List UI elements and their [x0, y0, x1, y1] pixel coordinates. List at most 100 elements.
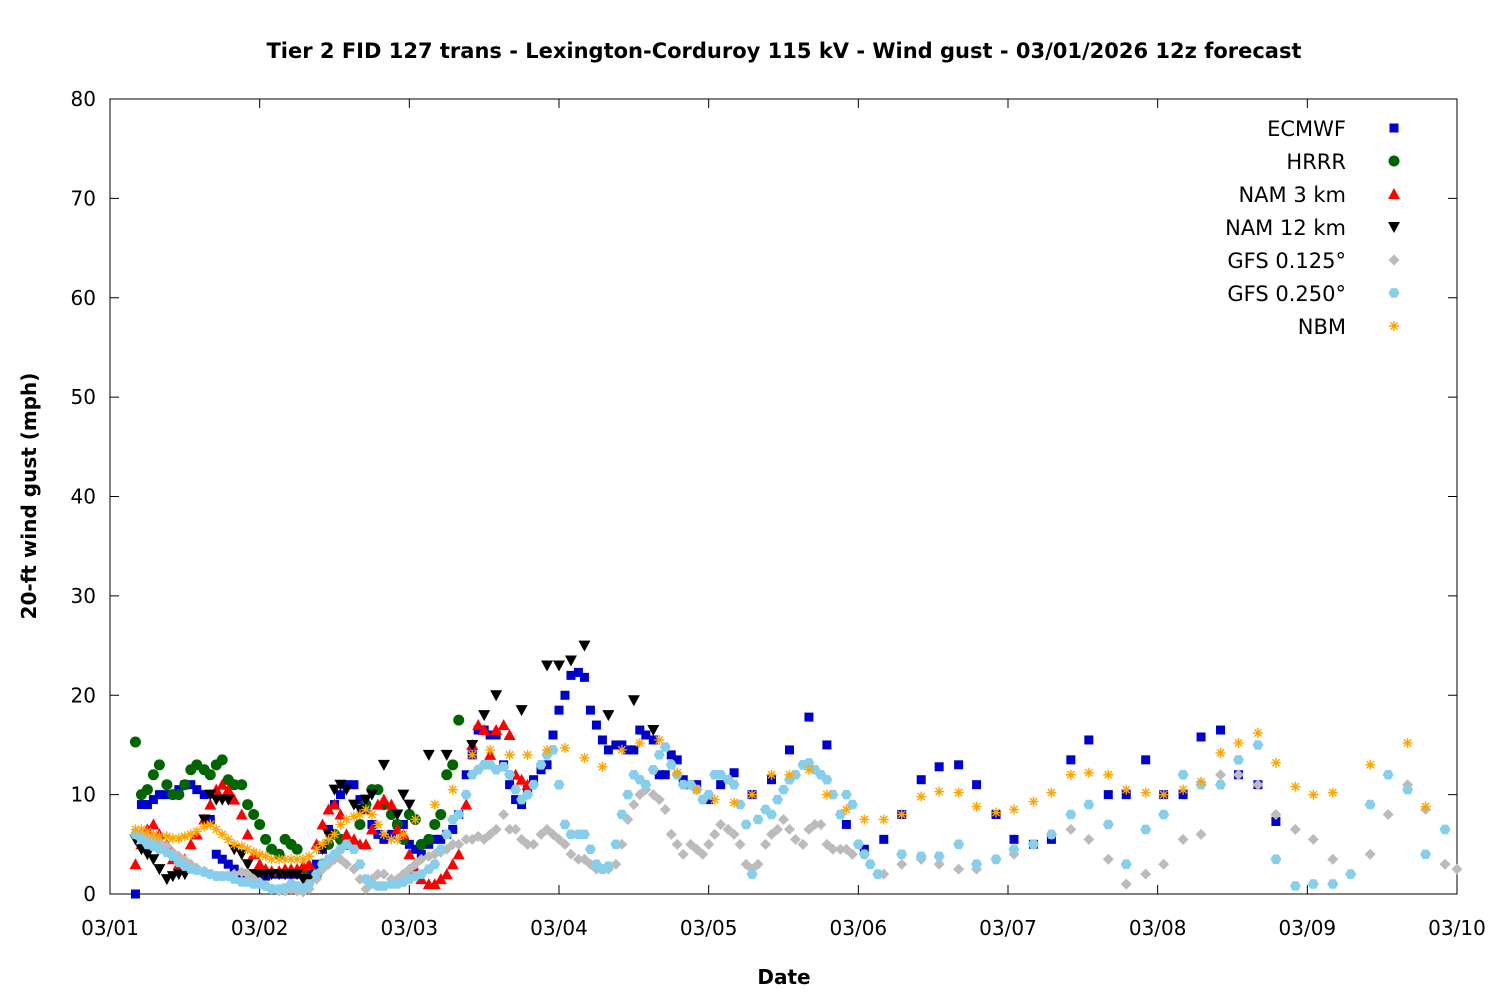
y-axis-title: 20-ft wind gust (mph): [17, 373, 41, 620]
series-gfs-0-250: [129, 740, 1451, 894]
data-point-nbm: [672, 767, 683, 778]
data-point-nam-12-km: [466, 739, 479, 751]
data-point-nbm: [248, 847, 259, 858]
data-point-gfs-0-250: [778, 784, 789, 795]
data-point-hrrr: [242, 799, 254, 811]
data-point-ecmwf: [1141, 755, 1151, 765]
data-point-gfs-0-125: [789, 833, 801, 845]
data-point-ecmwf: [560, 690, 570, 700]
y-tick-label: 10: [71, 783, 96, 807]
data-point-nam-3-km: [365, 823, 378, 835]
data-point-nbm: [274, 854, 285, 865]
data-point-nam-12-km: [397, 789, 410, 801]
legend-marker-hrrr: [1388, 155, 1400, 167]
legend-marker-ecmwf: [1389, 123, 1399, 133]
data-point-ecmwf: [192, 785, 202, 795]
data-point-ecmwf: [554, 705, 564, 715]
data-point-nam-12-km: [478, 710, 491, 722]
data-point-hrrr: [141, 784, 153, 796]
series-nam-12-km: [129, 640, 660, 886]
data-point-hrrr: [248, 809, 260, 820]
data-point-nam-3-km: [316, 818, 329, 830]
data-point-gfs-0-125: [653, 794, 665, 806]
data-point-hrrr: [153, 759, 165, 771]
data-point-nbm: [1008, 804, 1019, 815]
data-point-gfs-0-250: [990, 854, 1002, 864]
data-point-gfs-0-125: [715, 818, 727, 830]
data-point-nam-3-km: [228, 793, 241, 805]
data-point-nbm: [1028, 796, 1039, 807]
data-point-nam-3-km: [371, 798, 384, 810]
data-point-gfs-0-125: [772, 823, 784, 835]
data-point-ecmwf: [672, 755, 682, 765]
data-point-ecmwf: [461, 770, 471, 780]
data-point-nam-3-km: [216, 778, 229, 790]
data-point-gfs-0-250: [746, 869, 758, 879]
data-point-nam-3-km: [204, 798, 217, 810]
data-point-ecmwf: [485, 730, 495, 740]
data-point-gfs-0-125: [565, 848, 577, 860]
y-tick-label: 0: [83, 882, 96, 906]
data-point-nam-12-km: [647, 725, 660, 737]
data-point-nbm: [579, 752, 590, 763]
data-point-ecmwf: [1084, 735, 1094, 745]
data-point-hrrr: [447, 759, 459, 771]
data-point-gfs-0-250: [341, 839, 352, 850]
data-point-gfs-0-125: [378, 868, 390, 880]
data-point-hrrr: [161, 779, 173, 791]
data-point-ecmwf: [641, 730, 651, 740]
data-point-gfs-0-250: [1083, 799, 1095, 810]
data-point-hrrr: [423, 833, 435, 845]
data-point-nbm: [1270, 757, 1281, 768]
data-point-nbm: [934, 786, 945, 797]
data-point-nbm: [366, 809, 377, 820]
data-point-gfs-0-250: [752, 814, 764, 825]
data-point-ecmwf: [448, 824, 458, 834]
data-point-gfs-0-125: [447, 838, 459, 850]
data-point-nbm: [971, 801, 982, 812]
data-point-hrrr: [147, 769, 159, 781]
y-tick-label: 20: [71, 683, 96, 707]
data-point-gfs-0-125: [778, 813, 789, 825]
legend-label-nam-3-km: NAM 3 km: [1238, 183, 1346, 207]
legend-label-hrrr: HRRR: [1286, 150, 1346, 174]
data-point-hrrr: [441, 769, 453, 781]
legend-label-gfs-0-125: GFS 0.125°: [1227, 249, 1346, 273]
data-point-nbm: [1065, 769, 1076, 780]
data-point-gfs-0-250: [971, 859, 983, 869]
data-point-ecmwf: [223, 859, 233, 869]
data-point-ecmwf: [217, 854, 227, 864]
data-point-nbm: [841, 804, 852, 815]
data-point-nbm: [878, 814, 889, 825]
data-point-gfs-0-250: [740, 819, 752, 830]
data-point-nam-12-km: [490, 690, 503, 702]
data-point-gfs-0-250: [1439, 824, 1451, 835]
data-point-nbm: [766, 769, 777, 780]
data-point-nbm: [1196, 776, 1207, 787]
data-point-gfs-0-125: [504, 823, 516, 835]
data-point-nam-3-km: [446, 858, 459, 870]
data-point-nam-3-km: [359, 838, 372, 850]
data-point-nbm: [191, 826, 202, 837]
data-point-gfs-0-250: [1233, 755, 1244, 765]
data-point-gfs-0-250: [311, 869, 322, 879]
data-point-gfs-0-250: [578, 829, 590, 840]
data-point-nam-3-km: [222, 783, 235, 795]
data-point-gfs-0-250: [565, 829, 577, 840]
data-point-nbm: [485, 744, 496, 755]
data-point-ecmwf: [199, 790, 209, 800]
data-point-gfs-0-250: [864, 859, 876, 869]
data-point-nam-12-km: [160, 874, 173, 886]
data-point-gfs-0-250: [553, 779, 565, 790]
data-point-gfs-0-250: [602, 861, 614, 871]
data-point-ecmwf: [430, 834, 440, 844]
data-point-nbm: [1290, 781, 1301, 792]
data-point-gfs-0-125: [1289, 823, 1301, 835]
x-tick-label: 03/09: [1279, 916, 1337, 940]
data-point-nbm: [447, 784, 458, 795]
data-point-nbm: [597, 761, 608, 772]
data-point-nam-3-km: [253, 858, 266, 870]
data-point-nbm: [991, 807, 1002, 818]
data-point-hrrr: [260, 833, 272, 845]
data-point-nbm: [378, 829, 389, 840]
